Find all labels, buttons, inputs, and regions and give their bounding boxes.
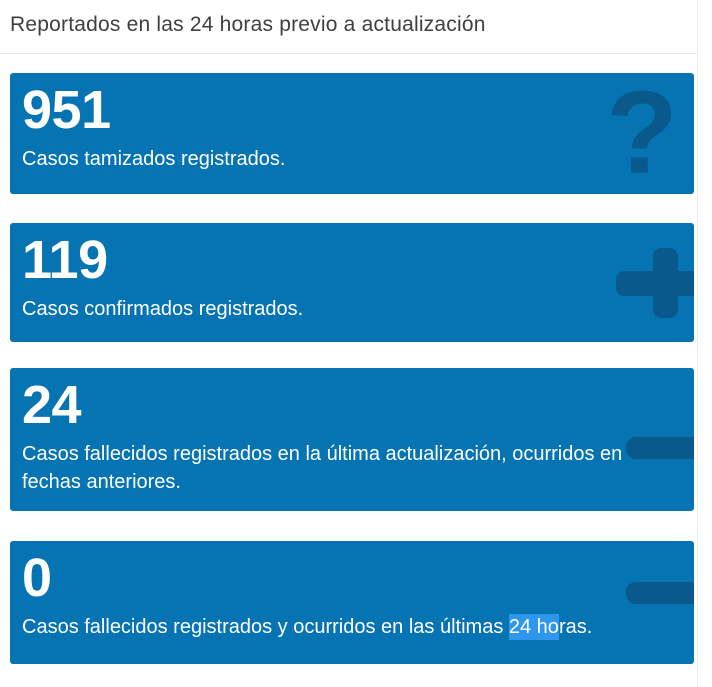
kpi-value-tamizados: 951: [22, 80, 111, 140]
question-mark-icon: ?: [605, 73, 678, 194]
card-fallecidos-24-horas: 0 Casos fallecidos registrados y ocurrid…: [10, 541, 694, 664]
kpi-label-fallecidos-24h: Casos fallecidos registrados y ocurridos…: [22, 613, 657, 641]
page-title: Reportados en las 24 horas previo a actu…: [10, 13, 486, 36]
card-casos-tamizados: 951 Casos tamizados registrados. ?: [10, 73, 694, 194]
minus-icon: [626, 581, 694, 604]
card-fallecidos-anteriores: 24 Casos fallecidos registrados en la úl…: [10, 368, 694, 511]
plus-icon: [616, 247, 694, 318]
label-text-before-highlight: Casos fallecidos registrados y ocurridos…: [22, 616, 509, 638]
section-header: Reportados en las 24 horas previo a actu…: [0, 0, 697, 54]
selection-highlight: 24 ho: [508, 614, 559, 640]
kpi-label-tamizados: Casos tamizados registrados.: [22, 148, 286, 170]
kpi-value-confirmados: 119: [22, 230, 108, 290]
kpi-label-fallecidos-anteriores: Casos fallecidos registrados en la últim…: [22, 443, 623, 493]
kpi-value-fallecidos-anteriores: 24: [22, 375, 82, 435]
kpi-label-confirmados: Casos confirmados registrados.: [22, 298, 304, 320]
kpi-card-list: 951 Casos tamizados registrados. ? 119 C…: [0, 54, 697, 664]
minus-icon: [626, 436, 694, 459]
label-text-after-highlight: ras.: [558, 616, 593, 638]
card-casos-confirmados: 119 Casos confirmados registrados.: [10, 223, 694, 342]
kpi-value-fallecidos-24h: 0: [22, 548, 52, 608]
